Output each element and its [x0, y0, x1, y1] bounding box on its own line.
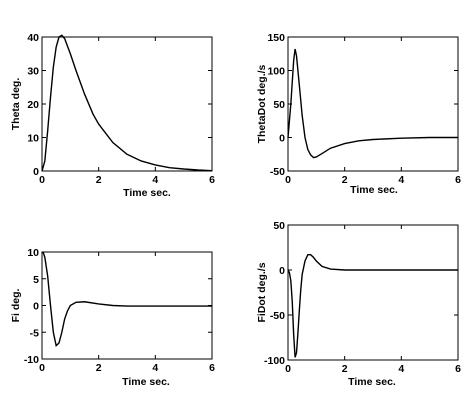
- plot-frame: [41, 36, 213, 172]
- y-tick-label: -50: [270, 166, 285, 178]
- x-tick-label: 2: [342, 363, 348, 375]
- x-tick-label: 0: [39, 362, 45, 374]
- x-tick-label: 2: [96, 174, 102, 186]
- y-tick-label: 50: [273, 220, 285, 232]
- x-tick-label: 4: [152, 174, 158, 186]
- x-tick-label: 0: [285, 174, 291, 186]
- y-tick-label: 50: [273, 99, 285, 111]
- y-tick-label: 5: [33, 274, 39, 286]
- y-tick-label: 0: [279, 265, 285, 277]
- chart-thetadot: Time sec. ThetaDot deg./s 0 2 4 6-500501001…: [256, 32, 461, 196]
- plot-frame: [287, 224, 459, 361]
- y-axis-label: ThetaDot deg./s: [256, 64, 268, 143]
- x-axis-label: Time sec.: [348, 376, 396, 388]
- series-line-thetadot: [287, 48, 458, 159]
- x-axis-label: Time sec.: [350, 184, 398, 196]
- chart-fidot: Time sec. FiDot deg./s 0 2 4 6 -100 -50 0 50: [256, 220, 461, 388]
- y-tick-label: 0: [279, 133, 285, 145]
- y-axis-label: Theta deg.: [10, 78, 22, 131]
- x-tick-label: 4: [398, 363, 404, 375]
- x-tick-label: 0: [39, 174, 45, 186]
- y-tick-label: 10: [27, 133, 39, 145]
- y-tick-label: 20: [27, 99, 39, 111]
- series-line-fidot: [287, 254, 458, 358]
- x-tick-label: 0: [285, 363, 291, 375]
- y-tick-label: -10: [24, 354, 39, 366]
- y-tick-label: 0: [33, 166, 39, 178]
- y-axis-label: Fi deg.: [10, 289, 22, 323]
- x-tick-label: 4: [152, 362, 158, 374]
- x-tick-label: 6: [209, 362, 215, 374]
- plot-frame: [287, 36, 459, 172]
- x-axis-label: Time sec.: [122, 376, 170, 388]
- y-tick-label: -50: [270, 310, 285, 322]
- chart-theta: Time sec. Theta deg. 0 2 4 6 0 10 20 30 40: [10, 32, 215, 199]
- x-tick-label: 6: [455, 363, 461, 375]
- chart-fi: Time sec. Fi deg. 0 2 4 6 -10 -5 0 5 10: [10, 247, 215, 388]
- series-line-fi: [41, 251, 212, 347]
- y-tick-label: 0: [33, 301, 39, 313]
- series-line-theta: [41, 34, 213, 172]
- x-tick-label: 2: [96, 362, 102, 374]
- y-tick-label: 40: [27, 32, 39, 44]
- x-axis-label: Time sec.: [123, 187, 171, 199]
- y-tick-label: 150: [267, 32, 285, 44]
- y-tick-label: -5: [30, 327, 39, 339]
- x-tick-label: 6: [209, 174, 215, 186]
- x-tick-label: 4: [398, 174, 404, 186]
- x-tick-label: 6: [455, 174, 461, 186]
- y-tick-label: 10: [27, 247, 39, 259]
- y-tick-label: 100: [267, 66, 285, 78]
- x-tick-label: 2: [342, 174, 348, 186]
- y-axis-label: FiDot deg./s: [256, 262, 268, 322]
- y-tick-label: 30: [27, 66, 39, 78]
- y-tick-label: -100: [264, 355, 285, 367]
